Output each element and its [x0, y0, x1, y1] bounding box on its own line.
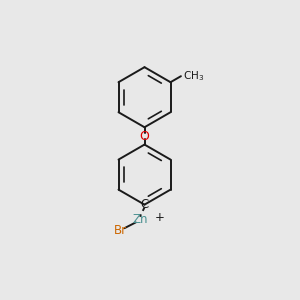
Text: Zn: Zn	[132, 213, 148, 226]
Text: Br: Br	[114, 224, 127, 237]
Text: CH$_3$: CH$_3$	[183, 69, 204, 83]
Text: C: C	[140, 198, 148, 211]
Text: O: O	[140, 130, 149, 143]
Text: +: +	[154, 211, 164, 224]
